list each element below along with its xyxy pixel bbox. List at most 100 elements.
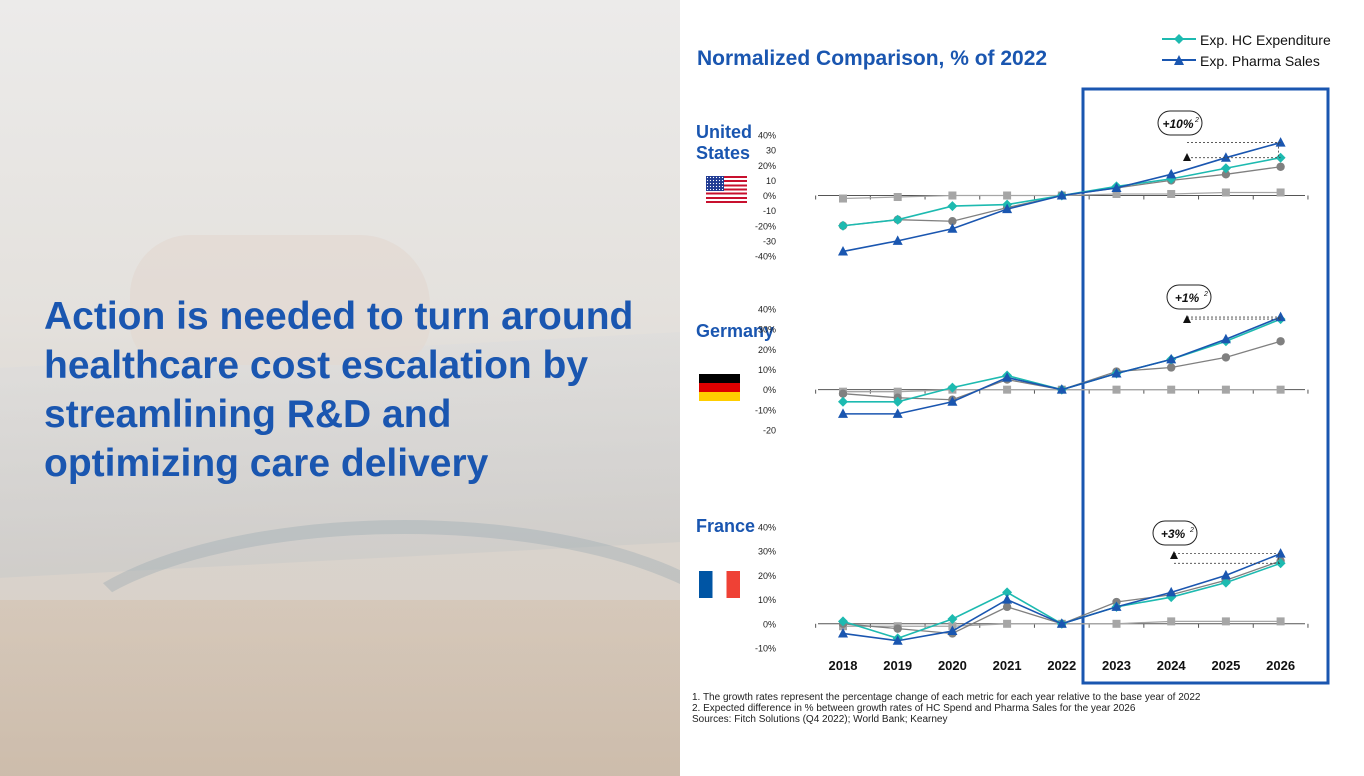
data-point-square xyxy=(1167,189,1176,198)
data-point-diamond xyxy=(838,396,848,407)
chart-title: Normalized Comparison, % of 2022 xyxy=(697,47,1048,70)
data-point-triangle xyxy=(838,627,848,638)
data-point-circle xyxy=(1221,170,1231,179)
data-point-circle xyxy=(838,389,848,398)
x-tick-label: 2023 xyxy=(1102,658,1131,673)
data-point-triangle xyxy=(1111,182,1122,192)
up-arrow-icon xyxy=(1183,153,1191,161)
data-point-square xyxy=(839,194,847,203)
us-flag-icon xyxy=(706,176,747,203)
data-point-triangle xyxy=(1056,190,1067,200)
data-point-circle xyxy=(1221,353,1231,362)
y-tick-label: 10 xyxy=(766,176,776,186)
x-tick-label: 2026 xyxy=(1266,658,1295,673)
data-point-triangle xyxy=(947,223,958,233)
data-point-square xyxy=(1276,385,1285,394)
data-point-square xyxy=(1003,619,1012,628)
annotation-superscript: 2 xyxy=(1189,527,1194,534)
data-point-square xyxy=(893,387,902,396)
data-point-circle xyxy=(893,624,902,633)
data-point-triangle xyxy=(1002,372,1013,382)
annotation-superscript: 2 xyxy=(1203,291,1208,298)
data-point-diamond xyxy=(892,214,903,225)
data-point-diamond xyxy=(947,201,958,212)
legend-item-hc: Exp. HC Expenditure xyxy=(1162,30,1331,51)
data-point-square xyxy=(893,193,902,202)
y-tick-label: 20% xyxy=(758,345,776,355)
legend-item-pharma: Exp. Pharma Sales xyxy=(1162,51,1331,72)
y-tick-label: -40% xyxy=(755,252,776,262)
footnotes: 1. The growth rates represent the percen… xyxy=(692,692,1200,725)
x-tick-label: 2021 xyxy=(993,658,1022,673)
data-point-triangle xyxy=(1275,137,1286,147)
y-tick-label: -10% xyxy=(755,644,776,654)
footnote-1: 1. The growth rates represent the percen… xyxy=(692,692,1201,703)
data-point-triangle xyxy=(1166,353,1177,364)
data-point-triangle xyxy=(1056,618,1067,628)
germany-flag-icon xyxy=(699,374,740,401)
data-point-square xyxy=(948,191,957,200)
data-point-triangle xyxy=(838,408,848,418)
data-point-square xyxy=(1276,188,1285,197)
y-tick-label: -10% xyxy=(755,405,776,415)
data-point-circle xyxy=(1276,162,1285,171)
legend: Exp. HC Expenditure Exp. Pharma Sales xyxy=(1162,30,1331,72)
data-point-triangle xyxy=(1166,586,1177,597)
y-tick-label: 0% xyxy=(763,191,776,201)
data-point-triangle xyxy=(838,245,848,256)
data-point-triangle xyxy=(892,235,903,245)
x-tick-label: 2022 xyxy=(1047,658,1076,673)
hand-image xyxy=(130,235,430,365)
forecast-highlight-box xyxy=(1081,87,1330,685)
data-point-triangle xyxy=(1220,569,1231,580)
y-tick-label: 30% xyxy=(758,547,776,557)
data-point-square xyxy=(1221,617,1230,626)
annotation-label: +10% xyxy=(1162,117,1193,131)
y-tick-label: 30 xyxy=(766,146,776,156)
country-label-us: United States xyxy=(696,122,752,163)
data-point-triangle xyxy=(892,635,903,645)
country-label-germany: Germany xyxy=(696,321,775,341)
data-point-circle xyxy=(1167,363,1176,372)
data-point-square xyxy=(1276,617,1285,626)
y-tick-label: 20% xyxy=(758,571,776,581)
y-tick-label: -20 xyxy=(763,426,776,436)
chart-panel: Normalized Comparison, % of 2022 Exp. HC… xyxy=(680,0,1364,776)
data-point-triangle xyxy=(1002,203,1013,214)
y-tick-label: 40% xyxy=(758,523,776,533)
data-point-triangle xyxy=(1220,152,1231,162)
y-tick-label: 40% xyxy=(758,305,776,315)
data-point-diamond xyxy=(892,396,903,407)
legend-label-hc: Exp. HC Expenditure xyxy=(1200,32,1331,48)
footnote-2: 2. Expected difference in % between grow… xyxy=(692,703,1136,714)
headline: Action is needed to turn around healthca… xyxy=(44,295,634,485)
footnote-sources: Sources: Fitch Solutions (Q4 2022); Worl… xyxy=(692,714,948,725)
x-tick-label: 2024 xyxy=(1157,658,1187,673)
data-point-triangle xyxy=(1166,168,1177,179)
up-arrow-icon xyxy=(1170,551,1178,559)
annotation-bubble xyxy=(1152,520,1198,546)
x-tick-label: 2018 xyxy=(829,658,858,673)
data-point-square xyxy=(1112,619,1121,628)
data-point-triangle xyxy=(1275,548,1286,558)
data-point-square xyxy=(1221,385,1230,394)
y-tick-label: 20% xyxy=(758,161,776,171)
x-tick-label: 2025 xyxy=(1211,658,1240,673)
data-point-square xyxy=(1167,617,1176,626)
france-flag-icon xyxy=(699,571,740,598)
y-tick-label: -20% xyxy=(755,221,776,231)
y-tick-label: -10 xyxy=(763,206,776,216)
data-point-triangle xyxy=(1111,368,1122,378)
country-label-france: France xyxy=(696,516,756,536)
data-point-triangle xyxy=(1275,311,1286,322)
data-point-square xyxy=(1112,189,1121,198)
background-panel: Action is needed to turn around healthca… xyxy=(0,0,680,776)
x-tick-label: 2020 xyxy=(938,658,967,673)
data-point-square xyxy=(1112,385,1121,394)
data-point-circle xyxy=(1276,337,1285,346)
data-point-diamond xyxy=(1002,587,1013,598)
data-point-triangle xyxy=(947,396,958,406)
data-point-diamond xyxy=(1220,577,1231,588)
y-tick-label: 0% xyxy=(763,619,776,629)
